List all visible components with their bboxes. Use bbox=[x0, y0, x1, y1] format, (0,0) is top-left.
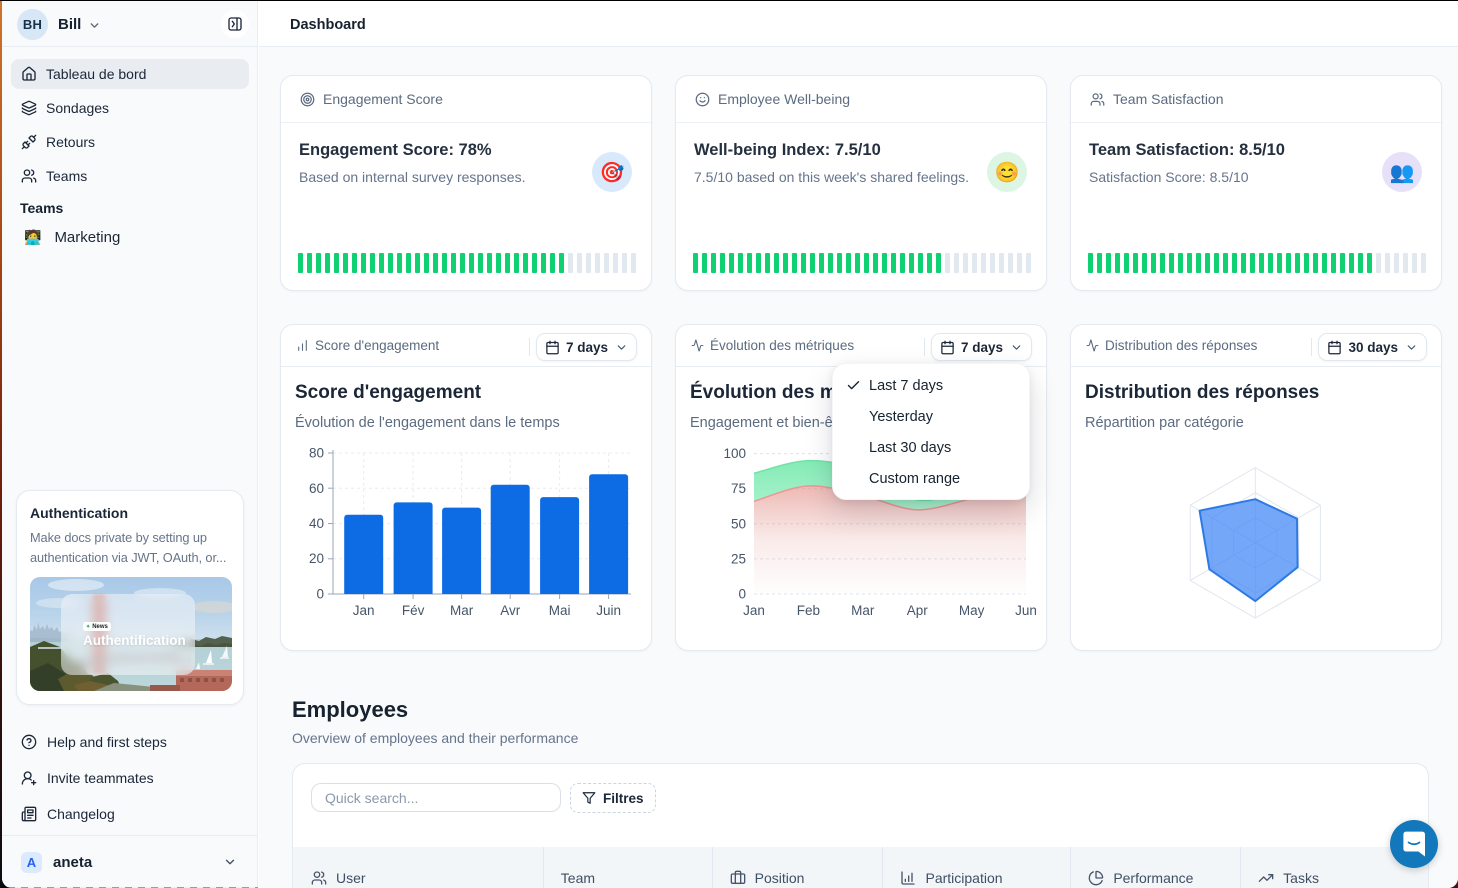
svg-text:May: May bbox=[959, 603, 985, 618]
svg-text:25: 25 bbox=[731, 551, 746, 566]
svg-text:0: 0 bbox=[316, 587, 324, 602]
svg-text:100: 100 bbox=[723, 446, 746, 461]
svg-text:Jun: Jun bbox=[1015, 603, 1037, 618]
svg-text:60: 60 bbox=[309, 481, 324, 496]
svg-text:Mai: Mai bbox=[549, 603, 571, 618]
svg-text:20: 20 bbox=[309, 551, 324, 566]
svg-text:80: 80 bbox=[309, 446, 324, 461]
svg-text:0: 0 bbox=[738, 587, 746, 602]
svg-text:75: 75 bbox=[731, 481, 746, 496]
svg-text:Fév: Fév bbox=[402, 603, 425, 618]
svg-text:Feb: Feb bbox=[797, 603, 820, 618]
svg-text:50: 50 bbox=[731, 516, 746, 531]
svg-text:Juin: Juin bbox=[596, 603, 621, 618]
svg-text:Avr: Avr bbox=[500, 603, 521, 618]
svg-text:Jan: Jan bbox=[743, 603, 765, 618]
svg-text:Jan: Jan bbox=[353, 603, 375, 618]
svg-text:Apr: Apr bbox=[907, 603, 929, 618]
svg-text:Mar: Mar bbox=[851, 603, 875, 618]
svg-text:40: 40 bbox=[309, 516, 324, 531]
svg-text:Mar: Mar bbox=[450, 603, 474, 618]
